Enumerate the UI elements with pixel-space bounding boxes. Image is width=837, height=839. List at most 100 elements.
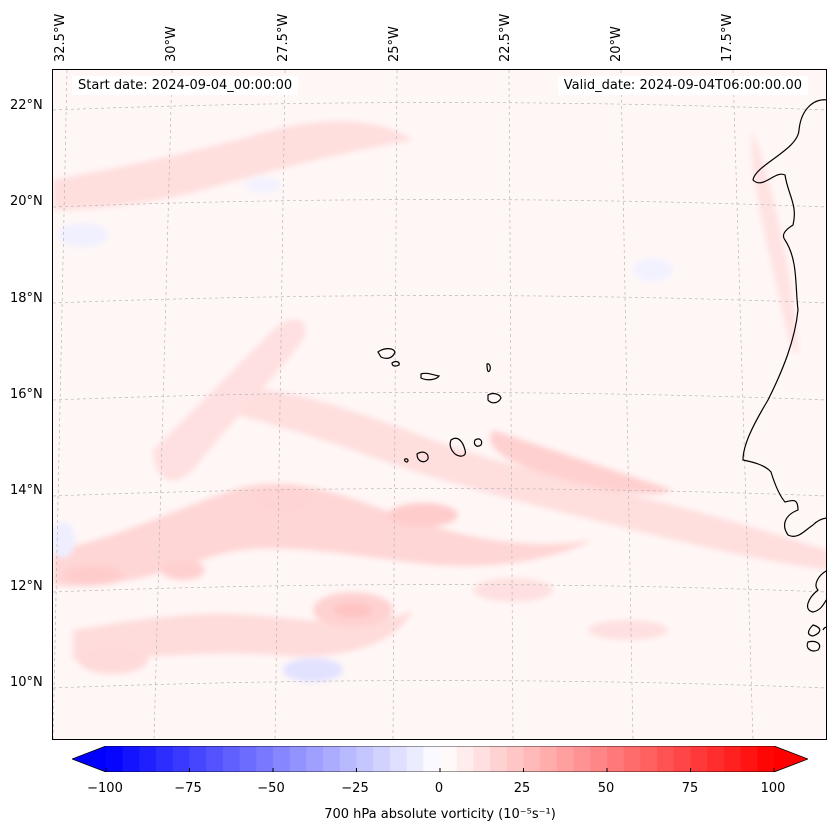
parallel (53, 199, 826, 208)
lat-label-20n: 20°N (10, 194, 43, 209)
colorbar-segment (723, 746, 742, 772)
vorticity-blob (588, 620, 668, 640)
colorbar-segment (607, 746, 625, 772)
colorbar-segment (106, 746, 124, 772)
vorticity-blob (473, 578, 553, 602)
vorticity-blob-negative (58, 223, 108, 247)
lon-label-20w: 20°W (609, 26, 624, 62)
parallel (53, 295, 826, 304)
parallel (53, 102, 826, 111)
colorbar-segment (406, 746, 424, 772)
colorbar-extend-max (774, 746, 808, 772)
meridian (53, 70, 68, 739)
colorbar-tick-label: −50 (257, 781, 285, 796)
colorbar-tick-label: 50 (597, 781, 615, 796)
colorbar-segment (540, 746, 558, 772)
vorticity-band (153, 319, 306, 481)
lat-label-10n: 10°N (10, 675, 43, 690)
colorbar-extend-min (72, 746, 106, 772)
vorticity-blob (388, 503, 458, 527)
vorticity-blob (63, 565, 123, 585)
cape-verde-sal (486, 363, 491, 373)
vorticity-band (53, 121, 413, 210)
meridian (620, 70, 634, 739)
colorbar-segment (323, 746, 341, 772)
colorbar-segment (690, 746, 708, 772)
coastlines (377, 99, 826, 652)
colorbar-segment (222, 746, 241, 772)
colorbar-segment (640, 746, 658, 772)
vorticity-blob (78, 646, 148, 674)
colorbar-segment (556, 746, 575, 772)
lat-label-22n: 22°N (10, 98, 43, 113)
lat-label-18n: 18°N (10, 291, 43, 306)
colorbar-segment (156, 746, 174, 772)
colorbar-tick-label: −100 (87, 781, 123, 796)
cape-verde-fogo (416, 451, 429, 463)
colorbar-segment (189, 746, 207, 772)
colorbar-segment (523, 746, 541, 772)
colorbar-segment (740, 746, 758, 772)
lon-label-25w: 25°W (387, 26, 402, 62)
vorticity-band (490, 430, 673, 494)
colorbar-segment (590, 746, 608, 772)
colorbar-segment (356, 746, 374, 772)
colorbar-segment (306, 746, 324, 772)
colorbar-segment (172, 746, 191, 772)
africa-coastline-islands (806, 640, 821, 652)
cape-verde-santiago (449, 437, 466, 457)
colorbar-tick-label: 75 (681, 781, 699, 796)
cape-verde-brava (404, 458, 409, 463)
vorticity-blob (161, 560, 205, 580)
parallel (53, 392, 826, 401)
cape-verde-sao-nicolau (420, 372, 441, 381)
vorticity-blob-negative (53, 522, 75, 558)
colorbar-segment (289, 746, 307, 772)
colorbar-segment (623, 746, 641, 772)
map-panel[interactable] (52, 69, 827, 740)
colorbar-segment (707, 746, 725, 772)
colorbar-segment (139, 746, 157, 772)
meridian (508, 70, 514, 739)
lon-label-22-5w: 22.5°W (498, 13, 513, 62)
vorticity-blob-negative (245, 177, 281, 193)
colorbar-tick-label: 100 (760, 781, 786, 796)
colorbar-segment (339, 746, 358, 772)
africa-coastline (742, 99, 826, 537)
vorticity-band (751, 130, 798, 354)
meridian (392, 70, 398, 739)
cape-verde-maio (473, 438, 483, 447)
lat-label-16n: 16°N (10, 387, 43, 402)
colorbar-segment (423, 746, 441, 772)
colorbar-segment (673, 746, 692, 772)
colorbar-tick-label: 25 (513, 781, 531, 796)
valid-date-label: Valid_date: 2024-09-04T06:00:00.00 (557, 76, 808, 95)
vorticity-blob-negative (633, 258, 673, 282)
colorbar-segment (456, 746, 474, 772)
colorbar-segment (256, 746, 274, 772)
colorbar-segment (573, 746, 591, 772)
vorticity-blob (333, 602, 373, 618)
lon-label-32-5w: 32.5°W (53, 13, 68, 62)
meridian (153, 70, 173, 739)
vorticity-band (213, 388, 826, 570)
gridlines (53, 70, 826, 739)
colorbar (72, 746, 808, 772)
colorbar-tick-label: −25 (341, 781, 369, 796)
colorbar-segment (206, 746, 224, 772)
colorbar-segment (490, 746, 508, 772)
meridian (274, 70, 286, 739)
colorbar-title: 700 hPa absolute vorticity (10⁻⁵s⁻¹) (324, 807, 556, 822)
parallel (53, 488, 826, 497)
colorbar-segment (440, 746, 458, 772)
africa-coastline-south (806, 570, 826, 613)
parallel (53, 680, 826, 689)
vorticity-map[interactable] (53, 70, 827, 740)
parallel (53, 584, 826, 593)
africa-coastline-islands (822, 626, 826, 631)
colorbar-segment (657, 746, 675, 772)
lon-label-17-5w: 17.5°W (720, 13, 735, 62)
colorbar-segment (273, 746, 291, 772)
meridian (732, 70, 754, 739)
colorbar-segment (757, 746, 775, 772)
